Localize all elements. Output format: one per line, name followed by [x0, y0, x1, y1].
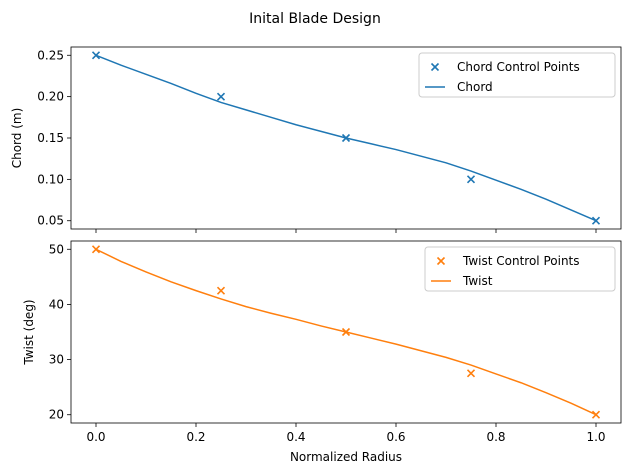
twist-curve — [95, 248, 597, 416]
twist-x-tick-label: 0.2 — [186, 430, 205, 444]
twist-y-tick-label: 20 — [49, 408, 64, 422]
twist-y-tick-label: 50 — [49, 242, 64, 256]
chord-subplot: 0.05 0.10 0.15 0.20 0.25 Chord (m) Chord Contr… — [10, 46, 622, 233]
twist-y-tick-label: 40 — [49, 297, 64, 311]
chord-y-tick-label: 0.10 — [37, 172, 64, 186]
chord-legend-label: Chord — [457, 80, 493, 94]
chord-y-tick-label: 0.25 — [37, 48, 64, 62]
chord-y-axis-label: Chord (m) — [10, 108, 24, 169]
twist-y-axis-label: Twist (deg) — [22, 299, 36, 365]
chord-control-point — [466, 175, 476, 184]
twist-x-tick-label: 0.6 — [386, 430, 405, 444]
twist-legend-marker — [436, 256, 446, 266]
twist-legend: Twist Control Points Twist — [424, 246, 616, 292]
figure-title: Inital Blade Design — [249, 11, 381, 27]
twist-control-point — [466, 369, 476, 378]
chord-control-point — [216, 92, 226, 101]
twist-x-axis-label: Normalized Radius — [290, 450, 402, 464]
twist-control-point — [216, 286, 226, 295]
chord-legend-marker — [430, 62, 440, 72]
chord-y-tick-label: 0.20 — [37, 90, 64, 104]
twist-axes-frame — [70, 240, 622, 424]
chord-y-tick-label: 0.05 — [37, 214, 64, 228]
twist-y-tick-label: 30 — [49, 353, 64, 367]
twist-x-tick-label: 1.0 — [586, 430, 605, 444]
twist-x-tick-label: 0.4 — [286, 430, 305, 444]
twist-legend-box — [424, 246, 616, 292]
chord-legend: Chord Control Points Chord — [418, 52, 616, 98]
chord-axes-frame — [70, 46, 622, 230]
twist-x-tick-label: 0.0 — [86, 430, 105, 444]
twist-x-tick-label: 0.8 — [486, 430, 505, 444]
chord-legend-box — [418, 52, 616, 98]
chord-legend-label: Chord Control Points — [457, 60, 580, 74]
twist-subplot: 0.0 0.2 0.4 0.6 0.8 1.0 20 30 40 50 Twist (deg) Nor… — [22, 240, 622, 464]
chord-y-tick-label: 0.15 — [37, 131, 64, 145]
twist-legend-label: Twist Control Points — [462, 254, 580, 268]
twist-legend-label: Twist — [462, 274, 493, 288]
chord-curve — [95, 54, 597, 222]
